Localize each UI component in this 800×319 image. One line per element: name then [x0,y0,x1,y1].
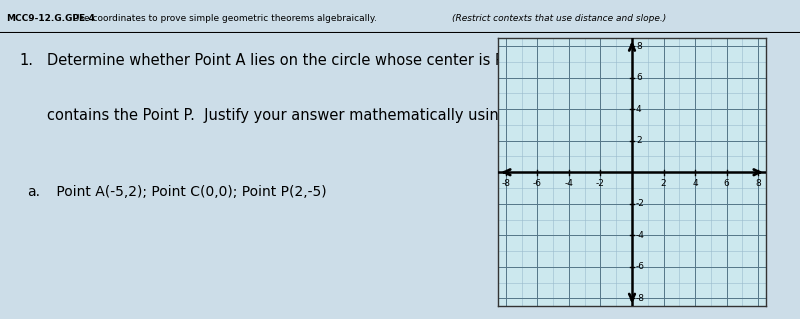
Text: -2: -2 [596,179,605,188]
Text: MCC9-12.G.GPE.4: MCC9-12.G.GPE.4 [6,14,95,23]
Text: contains the Point P.  Justify your answer mathematically using a graph of the c: contains the Point P. Justify your answe… [46,108,665,123]
Text: Determine whether Point A lies on the circle whose center is Point C and which: Determine whether Point A lies on the ci… [46,54,626,69]
Text: -6: -6 [533,179,542,188]
Text: 2: 2 [636,136,642,145]
Text: -2: -2 [636,199,645,208]
Text: a.: a. [27,185,40,199]
Text: 8: 8 [755,179,761,188]
Text: 2: 2 [661,179,666,188]
Text: 4: 4 [692,179,698,188]
Text: (Restrict contexts that use distance and slope.): (Restrict contexts that use distance and… [452,14,666,23]
Text: -8: -8 [636,294,645,303]
Text: 8: 8 [636,42,642,51]
Text: 6: 6 [636,73,642,82]
Text: -6: -6 [636,262,645,271]
Text: Use coordinates to prove simple geometric theorems algebraically.: Use coordinates to prove simple geometri… [70,14,380,23]
Text: 6: 6 [724,179,730,188]
Text: -4: -4 [636,231,645,240]
Text: -8: -8 [502,179,510,188]
Text: 1.: 1. [20,54,34,69]
Text: 4: 4 [636,105,642,114]
Text: Point A(-5,2); Point C(0,0); Point P(2,-5): Point A(-5,2); Point C(0,0); Point P(2,-… [52,185,326,199]
Text: -4: -4 [565,179,574,188]
